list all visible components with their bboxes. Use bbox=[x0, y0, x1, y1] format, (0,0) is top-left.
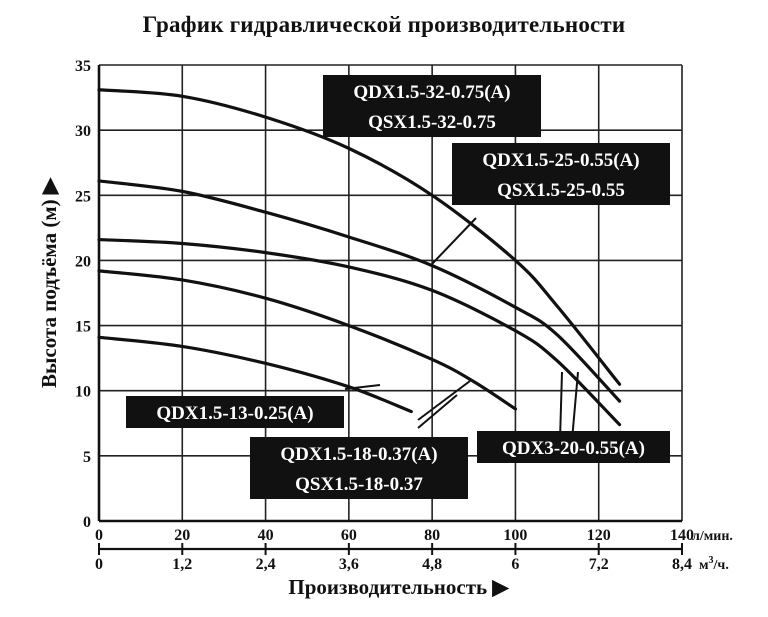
x-tick-label-lpm: 60 bbox=[341, 527, 357, 544]
y-tick-label: 10 bbox=[75, 384, 91, 401]
y-tick-label: 0 bbox=[83, 514, 91, 531]
y-tick-label: 5 bbox=[83, 449, 91, 466]
series-line-3 bbox=[97, 269, 518, 411]
series-line-1 bbox=[97, 179, 622, 403]
series-label-box bbox=[250, 437, 468, 499]
series-line-4 bbox=[97, 335, 413, 414]
x-tick-label-lpm: 20 bbox=[174, 527, 190, 544]
x-tick-label-lpm: 0 bbox=[95, 527, 103, 544]
x-tick-label-lpm: 40 bbox=[258, 527, 274, 544]
y-tick-label: 20 bbox=[75, 253, 91, 270]
series-label-box bbox=[323, 75, 541, 137]
series-label-box bbox=[126, 396, 344, 428]
x-tick-label-lpm: 100 bbox=[503, 527, 527, 544]
x-tick-label-m3h: 7,2 bbox=[589, 556, 609, 573]
series-line-2 bbox=[97, 237, 622, 427]
series-line-0 bbox=[97, 88, 622, 386]
x-unit-lpm: л/мин. bbox=[692, 529, 733, 544]
chart-title: График гидравлической производительности bbox=[142, 12, 626, 37]
label-leader-line bbox=[571, 371, 579, 441]
x-tick-label-m3h: 6 bbox=[511, 556, 519, 573]
label-leader-line bbox=[559, 371, 563, 441]
series-label-text: QSX1.5-18-0.37 bbox=[295, 474, 423, 495]
label-leader-line bbox=[417, 380, 471, 421]
series-label-text: QSX1.5-25-0.55 bbox=[497, 180, 625, 201]
label-leader-line bbox=[344, 384, 381, 390]
series-label-text: QDX1.5-25-0.55(A) bbox=[482, 150, 639, 171]
series-label-text: QDX1.5-18-0.37(A) bbox=[280, 444, 437, 465]
label-leader-line bbox=[417, 394, 458, 429]
series-label-text: QDX3-20-0.55(A) bbox=[502, 438, 645, 459]
y-tick-label: 15 bbox=[75, 319, 91, 336]
series-label-box bbox=[452, 143, 670, 205]
x-tick-label-lpm: 140 bbox=[670, 527, 694, 544]
x-tick-label-m3h: 8,4 bbox=[672, 556, 692, 573]
y-tick-label: 30 bbox=[75, 123, 91, 140]
x-tick-label-m3h: 3,6 bbox=[339, 556, 359, 573]
x-unit-m3h: м3/ч. bbox=[699, 555, 729, 573]
series-label-text: QDX1.5-13-0.25(A) bbox=[156, 403, 313, 424]
x-axis-title: Производительность ▶ bbox=[288, 575, 509, 599]
x-tick-label-m3h: 0 bbox=[95, 556, 103, 573]
x-tick-label-m3h: 4,8 bbox=[422, 556, 442, 573]
x-tick-label-m3h: 1,2 bbox=[172, 556, 192, 573]
series-label-text: QSX1.5-32-0.75 bbox=[368, 112, 496, 133]
series-label-box bbox=[477, 431, 670, 463]
label-leader-line bbox=[431, 217, 477, 265]
x-tick-label-lpm: 80 bbox=[424, 527, 440, 544]
series-label-text: QDX1.5-32-0.75(A) bbox=[353, 82, 510, 103]
x-tick-label-lpm: 120 bbox=[587, 527, 611, 544]
y-tick-label: 35 bbox=[75, 58, 91, 75]
y-tick-label: 25 bbox=[75, 188, 91, 205]
y-axis-title: Высота подъёма (м) ▶ bbox=[37, 177, 61, 388]
x-tick-label-m3h: 2,4 bbox=[256, 556, 276, 573]
